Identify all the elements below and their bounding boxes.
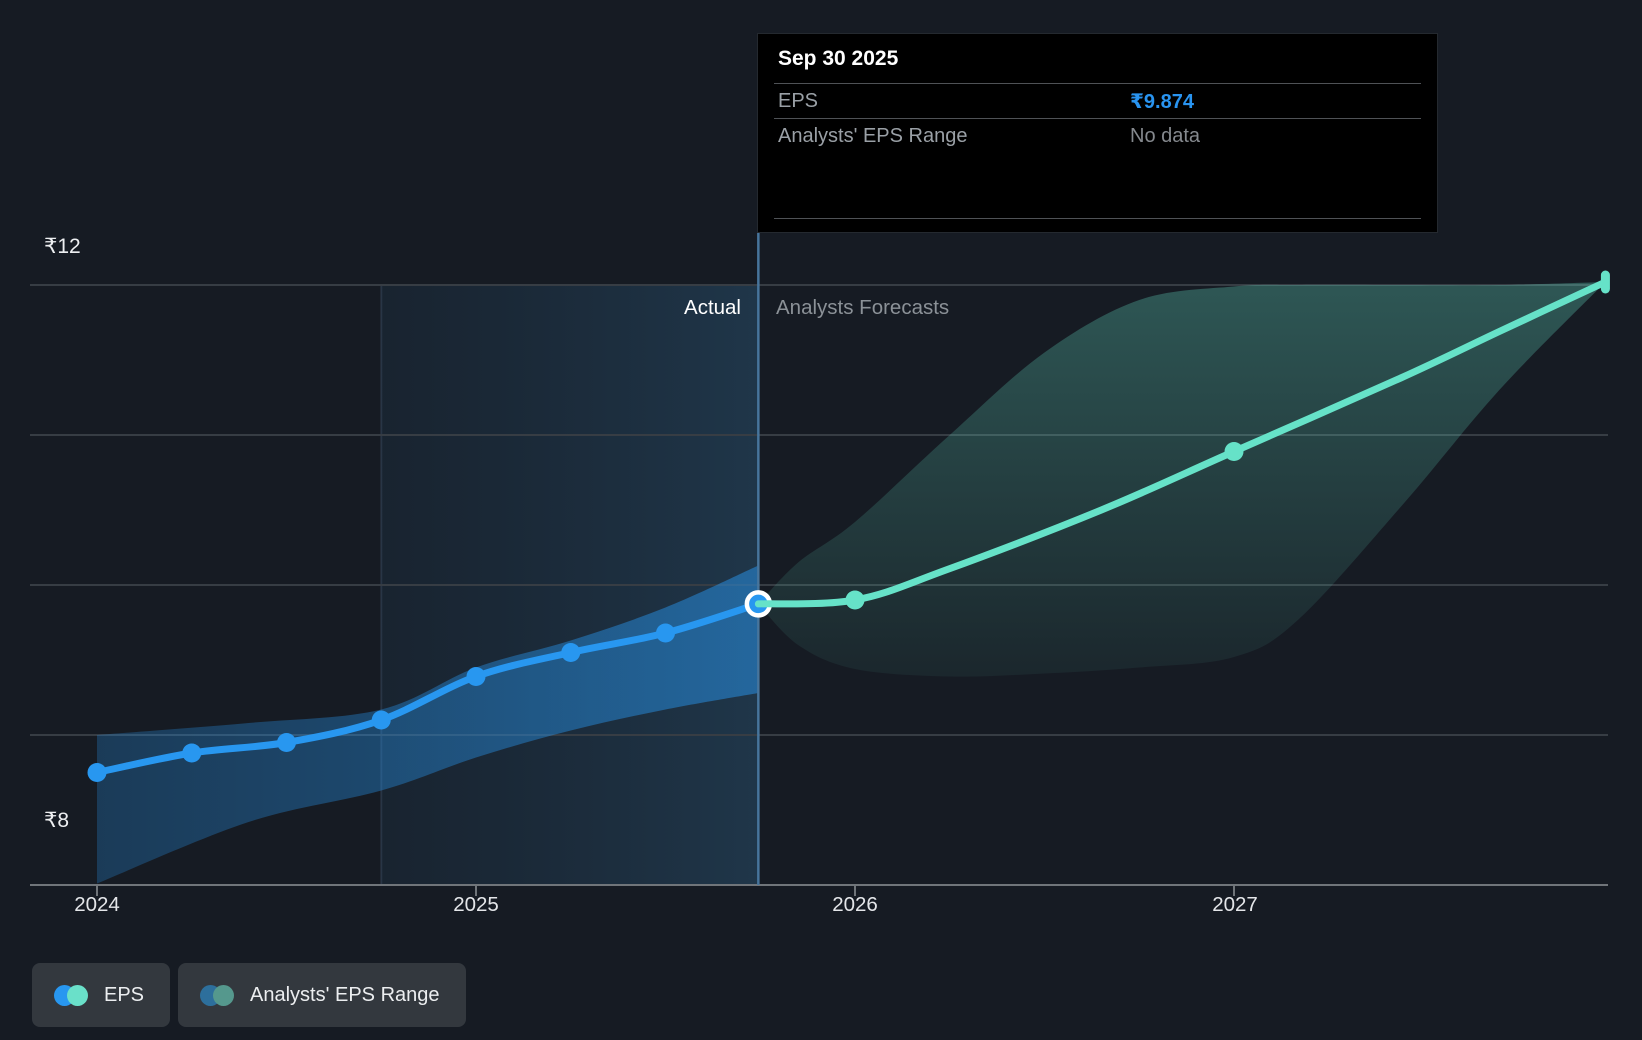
legend: EPS Analysts' EPS Range: [32, 963, 466, 1027]
tooltip-row-range: Analysts' EPS Range No data: [774, 118, 1421, 153]
actual-data-point[interactable]: [371, 710, 391, 730]
x-axis-label-2025: 2025: [453, 893, 499, 916]
legend-eps-label: EPS: [104, 983, 145, 1006]
tooltip-eps-value: ₹9.874: [1130, 90, 1194, 113]
y-axis-label-12: ₹12: [44, 235, 81, 258]
tooltip-date: Sep 30 2025: [778, 46, 899, 70]
actual-data-point[interactable]: [277, 733, 296, 752]
tooltip-footer-divider: [774, 218, 1421, 219]
actual-data-point[interactable]: [182, 743, 202, 763]
forecast-data-point[interactable]: [1224, 442, 1244, 461]
analysts-range-legend-icon: [200, 984, 235, 1006]
actual-line: [93, 600, 762, 776]
legend-analysts-range-label: Analysts' EPS Range: [250, 983, 440, 1006]
legend-item-eps[interactable]: EPS: [32, 963, 171, 1027]
x-axis-label-2026: 2026: [832, 893, 878, 916]
tooltip-range-label: Analysts' EPS Range: [778, 124, 968, 147]
forecast-section-label: Analysts Forecasts: [776, 296, 950, 319]
y-axis-label-8: ₹8: [44, 809, 70, 832]
tooltip-eps-label: EPS: [778, 89, 819, 112]
forecast-line: [754, 278, 1609, 608]
x-axis-label-2027: 2027: [1212, 893, 1258, 916]
actual-data-point[interactable]: [561, 643, 581, 662]
actual-data-point[interactable]: [466, 667, 486, 686]
forecast-end-cap: [1600, 270, 1610, 294]
x-axis-label-2024: 2024: [74, 893, 120, 916]
tooltip-row-eps: EPS ₹9.874: [774, 83, 1421, 118]
forecast-data-point[interactable]: [845, 590, 865, 610]
actual-data-point[interactable]: [87, 763, 107, 782]
tooltip: Sep 30 2025 EPS ₹9.874 Analysts' EPS Ran…: [757, 33, 1438, 233]
eps-legend-icon: [54, 984, 88, 1006]
actual-data-point[interactable]: [656, 623, 675, 643]
legend-item-analysts-range[interactable]: Analysts' EPS Range: [178, 963, 466, 1027]
actual-section-label: Actual: [684, 296, 741, 319]
tooltip-range-value: No data: [1130, 124, 1201, 147]
